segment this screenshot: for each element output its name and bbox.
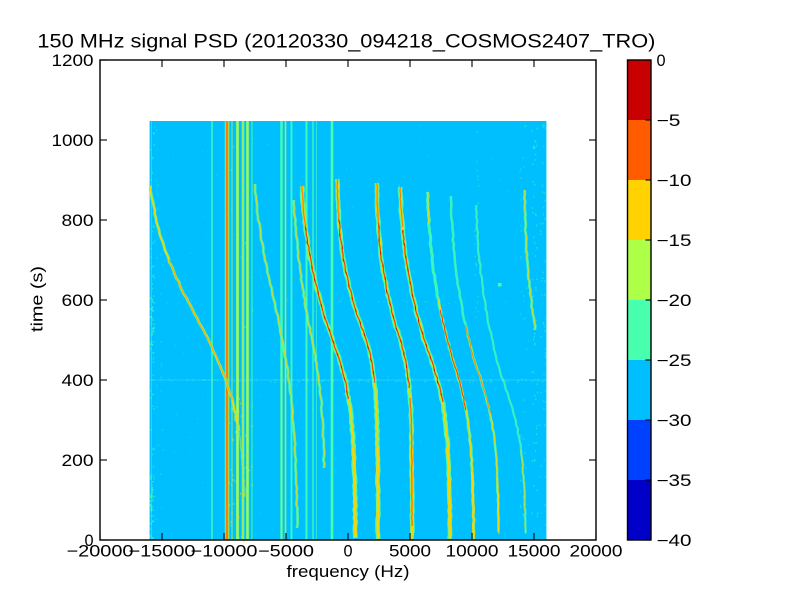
svg-text:5000: 5000: [389, 543, 431, 561]
svg-text:200: 200: [62, 452, 94, 470]
svg-text:−40: −40: [657, 532, 692, 550]
svg-text:600: 600: [62, 292, 94, 310]
svg-text:time (s): time (s): [29, 266, 47, 332]
svg-text:0: 0: [343, 543, 352, 561]
svg-text:−5000: −5000: [258, 543, 314, 561]
svg-text:0: 0: [84, 532, 93, 550]
svg-text:−5: −5: [657, 112, 681, 130]
svg-text:−15000: −15000: [129, 543, 196, 561]
svg-text:−20: −20: [657, 292, 692, 310]
svg-text:−25: −25: [657, 352, 692, 370]
svg-text:−10: −10: [657, 172, 692, 190]
svg-text:1000: 1000: [52, 132, 94, 150]
svg-text:800: 800: [62, 212, 94, 230]
svg-text:1200: 1200: [52, 52, 94, 70]
svg-text:20000: 20000: [570, 543, 623, 561]
svg-text:10000: 10000: [446, 543, 499, 561]
svg-text:−15: −15: [657, 232, 692, 250]
svg-text:−30: −30: [657, 412, 692, 430]
svg-text:150 MHz signal PSD (20120330_0: 150 MHz signal PSD (20120330_094218_COSM…: [37, 31, 655, 52]
svg-text:0: 0: [657, 52, 666, 70]
svg-text:400: 400: [62, 372, 94, 390]
svg-text:frequency (Hz): frequency (Hz): [287, 563, 410, 581]
svg-text:−35: −35: [657, 472, 692, 490]
svg-text:−20000: −20000: [67, 543, 134, 561]
svg-text:15000: 15000: [508, 543, 561, 561]
svg-text:−10000: −10000: [191, 543, 258, 561]
